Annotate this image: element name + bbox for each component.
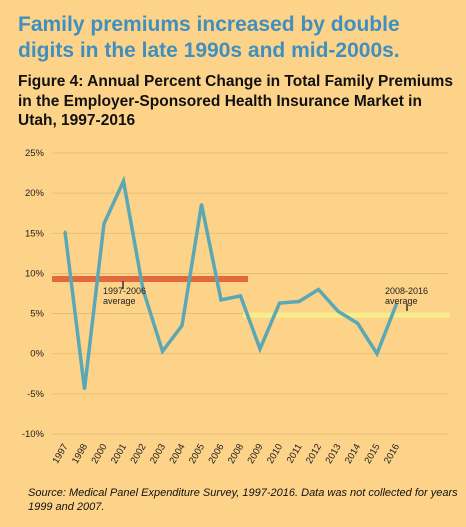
x-tick-label: 2012 (304, 442, 324, 466)
data-point (122, 179, 125, 183)
x-tick-label: 2014 (343, 442, 363, 466)
data-point (336, 309, 340, 313)
data-point (200, 203, 203, 206)
x-tick-label: 2000 (90, 442, 110, 466)
y-tick-label: -5% (27, 389, 44, 400)
y-tick-label: 0% (30, 349, 44, 360)
data-point (161, 350, 164, 353)
data-point (278, 301, 281, 305)
y-tick-label: 15% (25, 228, 45, 239)
data-point (375, 352, 379, 355)
average-label: 2008-2016 (385, 286, 428, 296)
x-tick-label: 2011 (285, 442, 305, 465)
y-tick-label: 20% (25, 188, 45, 199)
y-tick-label: 25% (25, 148, 45, 159)
data-point (258, 347, 262, 351)
average-label: 1997-2006 (103, 286, 146, 296)
x-tick-label: 2003 (148, 442, 168, 466)
x-tick-label: 2009 (246, 442, 266, 466)
data-point (102, 222, 106, 225)
x-tick-label: 2016 (382, 442, 402, 466)
x-tick-label: 2002 (129, 442, 149, 466)
data-point (297, 300, 301, 303)
premium-change-chart: 25%20%15%10%5%0%-5%-10%1997-2006average2… (22, 148, 450, 466)
x-tick-label: 2010 (265, 442, 285, 466)
average-label-sub: average (103, 296, 136, 306)
x-tick-label: 2001 (109, 442, 129, 466)
x-tick-label: 2004 (168, 442, 188, 466)
x-tick-label: 2015 (363, 442, 383, 466)
x-tick-label: 1998 (70, 442, 90, 466)
data-point (83, 387, 86, 391)
x-tick-label: 1997 (51, 442, 71, 466)
data-point (239, 294, 242, 298)
x-tick-label: 2005 (187, 442, 207, 466)
y-tick-label: -10% (22, 429, 45, 440)
premium-change-series (63, 175, 399, 390)
headline: Family premiums increased by double digi… (18, 13, 400, 62)
data-point (219, 298, 223, 302)
x-tick-label: 2008 (226, 442, 246, 466)
data-point (63, 230, 67, 233)
x-tick-label: 2013 (324, 442, 344, 466)
data-point (317, 288, 320, 291)
data-point (356, 322, 359, 325)
data-point (180, 324, 184, 327)
figure-title: Figure 4: Annual Percent Change in Total… (18, 73, 453, 129)
data-point (141, 288, 145, 291)
average-label-sub: average (385, 296, 418, 306)
x-tick-label: 2006 (207, 442, 227, 466)
y-tick-label: 5% (30, 309, 44, 320)
source-note: Source: Medical Panel Expenditure Survey… (28, 487, 458, 513)
y-tick-label: 10% (25, 268, 45, 279)
data-point (395, 302, 398, 306)
